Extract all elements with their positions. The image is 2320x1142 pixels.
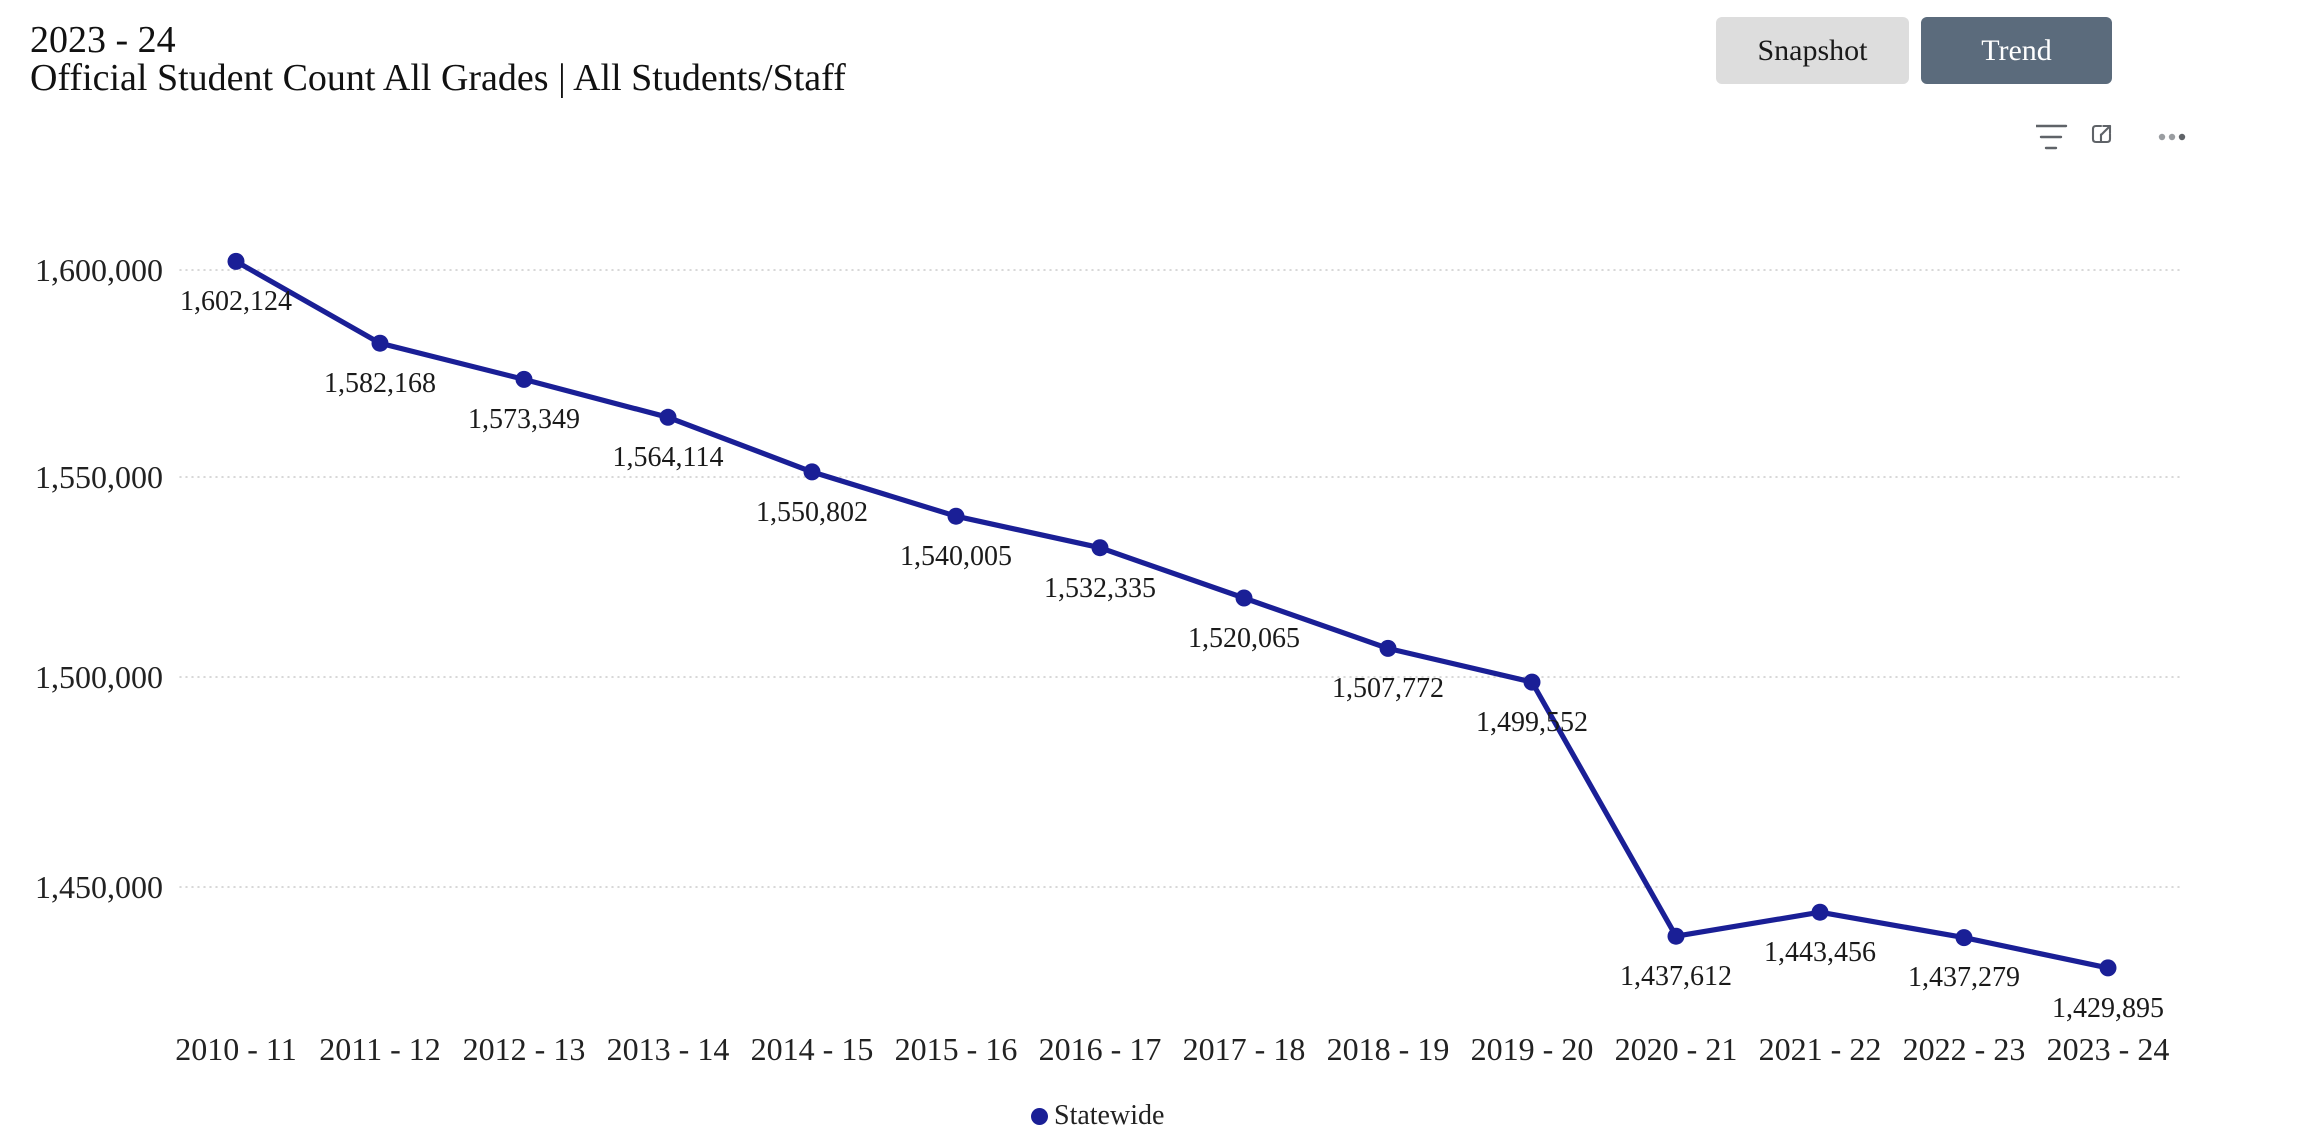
- svg-text:1,429,895: 1,429,895: [2052, 993, 2164, 1024]
- svg-text:1,443,456: 1,443,456: [1764, 937, 1876, 968]
- svg-text:2018 - 19: 2018 - 19: [1327, 1031, 1450, 1067]
- svg-text:1,573,349: 1,573,349: [468, 404, 580, 435]
- svg-text:2022 - 23: 2022 - 23: [1903, 1031, 2026, 1067]
- svg-text:2023 - 24: 2023 - 24: [2047, 1031, 2170, 1067]
- svg-text:1,550,000: 1,550,000: [35, 459, 163, 495]
- svg-text:2014 - 15: 2014 - 15: [751, 1031, 874, 1067]
- svg-text:1,564,114: 1,564,114: [613, 442, 724, 473]
- svg-text:1,540,005: 1,540,005: [900, 541, 1012, 572]
- svg-text:2017 - 18: 2017 - 18: [1183, 1031, 1306, 1067]
- svg-text:2015 - 16: 2015 - 16: [895, 1031, 1018, 1067]
- svg-text:1,600,000: 1,600,000: [35, 252, 163, 288]
- svg-text:1,437,612: 1,437,612: [1620, 961, 1732, 992]
- svg-text:2019 - 20: 2019 - 20: [1471, 1031, 1594, 1067]
- svg-text:1,450,000: 1,450,000: [35, 869, 163, 905]
- svg-text:2013 - 14: 2013 - 14: [607, 1031, 730, 1067]
- svg-text:1,500,000: 1,500,000: [35, 659, 163, 695]
- svg-text:1,532,335: 1,532,335: [1044, 573, 1156, 604]
- svg-text:1,520,065: 1,520,065: [1188, 623, 1300, 654]
- svg-text:2010 - 11: 2010 - 11: [175, 1031, 296, 1067]
- svg-text:2011 - 12: 2011 - 12: [319, 1031, 440, 1067]
- svg-text:1,437,279: 1,437,279: [1908, 962, 2020, 993]
- svg-text:2020 - 21: 2020 - 21: [1615, 1031, 1738, 1067]
- svg-text:1,507,772: 1,507,772: [1332, 673, 1444, 704]
- svg-text:2012 - 13: 2012 - 13: [463, 1031, 586, 1067]
- svg-text:2021 - 22: 2021 - 22: [1759, 1031, 1882, 1067]
- svg-text:2016 - 17: 2016 - 17: [1039, 1031, 1162, 1067]
- svg-text:1,582,168: 1,582,168: [324, 368, 436, 399]
- svg-text:1,550,802: 1,550,802: [756, 497, 868, 528]
- svg-text:1,499,552: 1,499,552: [1476, 707, 1588, 738]
- svg-text:1,602,124: 1,602,124: [180, 286, 292, 317]
